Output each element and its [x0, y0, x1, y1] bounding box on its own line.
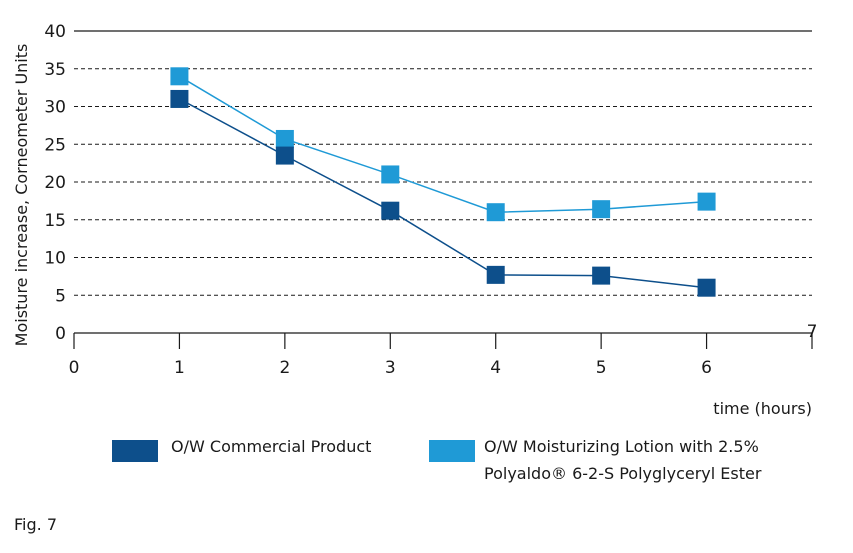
y-tick-label-0: 0: [55, 324, 66, 344]
legend-swatch-moisturizing: [429, 440, 475, 462]
series-1-point-2: [275, 146, 294, 165]
line-chart: 0 5 10 15 20 25 30 35 40 0 1 2 3 4 5 6 7 Moisture increa…: [12, 22, 817, 418]
y-axis-title: Moisture increase, Corneometer Units: [12, 44, 31, 347]
x-tick-label-1: 1: [174, 358, 185, 378]
y-tick-label-20: 20: [44, 173, 66, 193]
grid-lines: [74, 30, 812, 296]
series-1-point-5: [592, 266, 611, 285]
x-tick-label-6: 6: [701, 358, 712, 378]
axes: [73, 332, 813, 349]
series-line-2: [179, 75, 707, 213]
x-tick-label-2: 2: [279, 358, 290, 378]
legend-label-line-1: O/W Moisturizing Lotion with 2.5%: [484, 437, 759, 456]
series-lines: [179, 75, 707, 289]
y-tick-label-40: 40: [44, 22, 66, 42]
tick-labels: 0 5 10 15 20 25 30 35 40 0 1 2 3 4 5 6 7: [44, 22, 817, 378]
legend-label-commercial: O/W Commercial Product: [171, 437, 372, 456]
series-1-point-6: [697, 278, 716, 297]
y-tick-label-25: 25: [44, 135, 66, 155]
x-axis-title: time (hours): [713, 399, 812, 418]
series-2-point-6: [697, 192, 716, 211]
y-tick-label-30: 30: [44, 98, 66, 118]
legend-swatch-commercial: [112, 440, 158, 462]
series-1-point-4: [486, 265, 505, 284]
y-tick-label-5: 5: [55, 286, 66, 306]
x-tick-label-4: 4: [490, 358, 501, 378]
figure-label: Fig. 7: [14, 515, 57, 534]
x-tick-label-0: 0: [69, 358, 80, 378]
series-2-point-3: [381, 165, 400, 184]
y-tick-label-10: 10: [44, 249, 66, 269]
y-tick-label-35: 35: [44, 60, 66, 80]
series-markers: [170, 67, 716, 297]
series-line-1: [179, 98, 707, 289]
legend-label-moisturizing: O/W Moisturizing Lotion with 2.5% Polyal…: [484, 433, 761, 487]
series-1-point-3: [381, 201, 400, 220]
y-tick-label-15: 15: [44, 211, 66, 231]
series-2-point-5: [592, 200, 611, 219]
x-tick-label-5: 5: [596, 358, 607, 378]
x-tick-label-3: 3: [385, 358, 396, 378]
series-2-point-2: [275, 129, 294, 148]
legend-label-line-2: Polyaldo® 6-2-S Polyglyceryl Ester: [484, 464, 762, 483]
series-2-point-1: [170, 67, 189, 86]
x-tick-label-7: 7: [807, 322, 818, 342]
series-2-point-4: [486, 203, 505, 222]
series-1-point-1: [170, 89, 189, 108]
